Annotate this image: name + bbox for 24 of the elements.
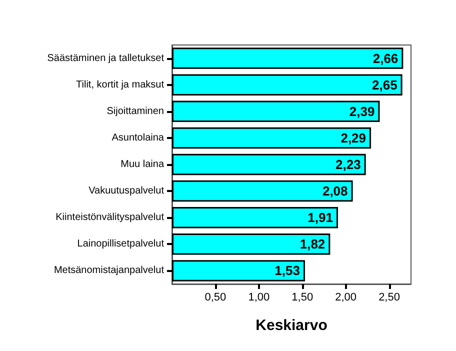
data-label: 2,23 [335,157,361,172]
x-tick-label: 2,00 [335,292,357,304]
data-label: 2,39 [349,104,375,119]
data-label: 2,65 [372,77,398,92]
y-tick-label: Vakuutuspalvelut [88,186,164,197]
data-label: 2,66 [372,50,398,66]
data-label: 2,29 [340,130,366,146]
data-label: 1,82 [300,236,326,252]
x-axis-title: Keskiarvo [256,317,328,334]
y-tick-label: Sijoittaminen [106,106,164,117]
y-tick-label: Lainopillisetpalvelut [77,238,164,250]
x-tick-label: 2,50 [378,292,400,304]
x-tick-label: 1,50 [292,292,314,304]
x-tick-label: 0,50 [204,292,226,304]
y-tick-label: Kiinteistönvälityspalvelut [56,212,164,224]
y-tick-label: Muu laina [120,159,164,170]
y-tick-label: Asuntolaina [112,132,164,144]
data-label: 1,91 [308,210,333,226]
data-label: 2,08 [322,184,348,199]
y-tick-label: Säästäminen ja talletukset [47,52,164,64]
y-tick-label: Tilit, kortit ja maksut [76,79,164,90]
data-label: 1,53 [274,263,300,278]
y-tick-label: Metsänomistajanpalvelut [54,265,164,276]
x-tick-label: 1,00 [248,292,270,304]
